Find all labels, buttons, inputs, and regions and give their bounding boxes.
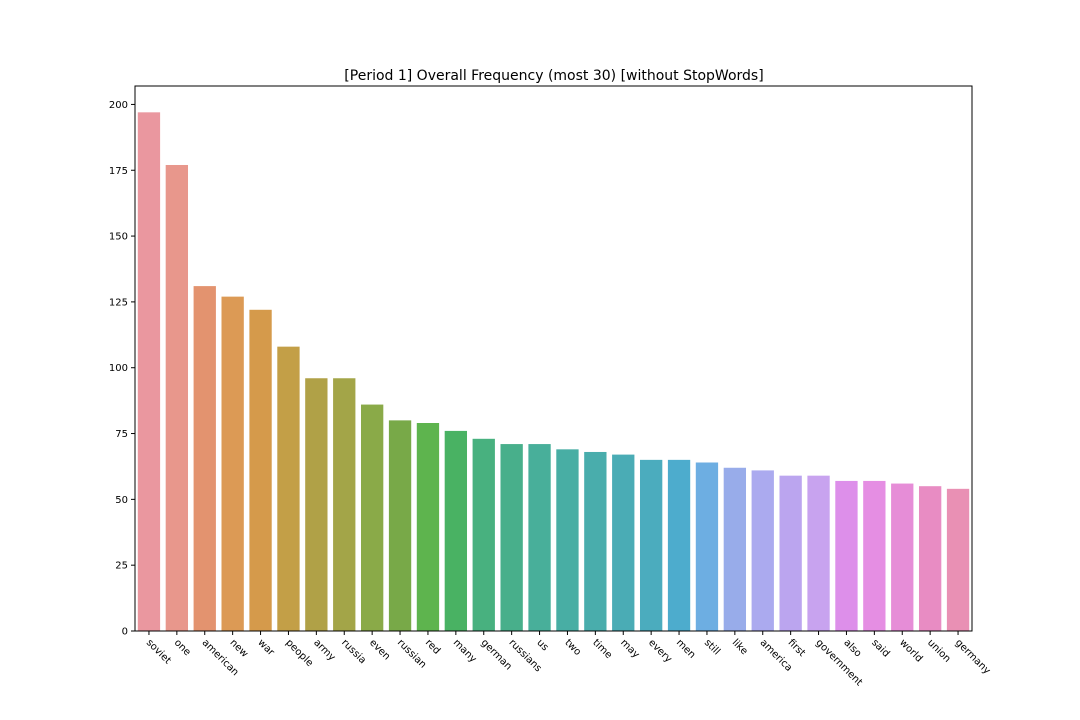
x-tick-label: many	[451, 637, 479, 665]
bar-us	[528, 444, 551, 631]
y-axis: 0 25 50 75 100 125 150 175 200	[109, 100, 135, 638]
bar-america	[751, 470, 774, 631]
bar-soviet	[137, 112, 161, 631]
bar-war	[249, 309, 272, 631]
bar-german	[472, 438, 495, 631]
chart-title: [Period 1] Overall Frequency (most 30) […	[344, 68, 763, 84]
x-tick-label: like	[730, 637, 750, 657]
bar-many	[444, 430, 468, 631]
x-tick-label: first	[786, 637, 808, 659]
x-tick-label: time	[590, 637, 614, 661]
y-tick-label: 150	[109, 232, 128, 243]
x-tick-label: us	[534, 637, 550, 653]
y-tick-label: 100	[109, 363, 128, 374]
x-tick-label: one	[172, 637, 193, 658]
x-tick-label: two	[562, 637, 583, 658]
y-tick-label: 175	[109, 166, 128, 177]
x-tick-label: russia	[339, 637, 368, 666]
x-tick-label: also	[841, 637, 863, 659]
x-tick-label: may	[618, 637, 641, 660]
y-tick-label: 25	[115, 561, 128, 572]
bar-like	[723, 467, 747, 631]
bar-still	[695, 462, 719, 631]
bar-russian	[388, 420, 412, 631]
x-tick-label: war	[255, 637, 276, 658]
x-tick-label: men	[674, 637, 698, 661]
bar-army	[305, 378, 328, 631]
x-tick-label: new	[228, 637, 250, 659]
bar-germany	[946, 488, 970, 631]
bar-people	[277, 346, 300, 631]
bar-world	[891, 483, 914, 631]
bar-may	[612, 454, 635, 631]
bar-said	[863, 480, 886, 631]
x-tick-label: world	[897, 637, 924, 664]
x-tick-label: soviet	[144, 637, 173, 666]
x-tick-label: union	[925, 637, 953, 665]
y-tick-label: 200	[109, 100, 128, 111]
x-tick-label: people	[283, 637, 315, 669]
y-tick-label: 0	[122, 627, 128, 638]
bar-union	[918, 486, 942, 631]
bar-two	[556, 449, 579, 631]
bar-even	[360, 404, 384, 631]
bar-government	[807, 475, 830, 631]
bar-also	[835, 480, 858, 631]
x-tick-label: said	[869, 637, 891, 659]
bar-first	[779, 475, 802, 631]
bar-one	[165, 164, 189, 632]
y-tick-label: 125	[109, 297, 128, 308]
x-tick-label: red	[423, 637, 442, 656]
bar-new	[221, 296, 244, 631]
y-tick-label: 75	[115, 429, 128, 440]
x-tick-label: still	[702, 637, 722, 657]
plot-frame	[134, 85, 973, 632]
x-tick-label: germany	[953, 637, 992, 676]
bar-men	[667, 459, 691, 631]
bars-group	[137, 112, 970, 632]
x-tick-label: every	[646, 637, 674, 665]
bar-red	[416, 423, 440, 631]
bar-every	[639, 459, 663, 631]
x-tick-label: even	[367, 637, 392, 662]
bar-american	[193, 286, 216, 631]
x-tick-label: army	[311, 637, 337, 663]
bar-time	[584, 451, 607, 631]
bar-russians	[500, 444, 523, 631]
x-tick-label: russian	[395, 637, 428, 670]
y-tick-label: 50	[115, 495, 128, 506]
bar-russia	[333, 378, 356, 631]
